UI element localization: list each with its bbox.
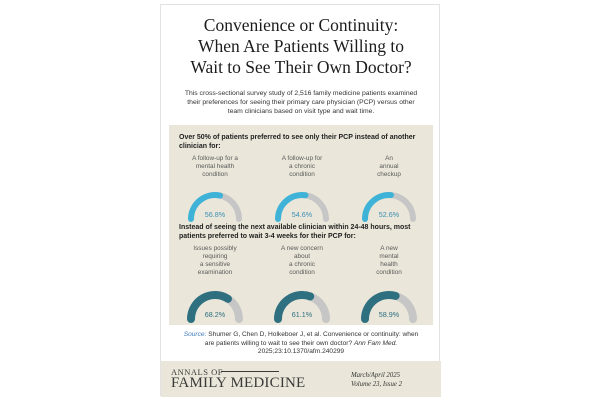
title-line: Convenience or Continuity: [203,15,399,35]
results-panel: Over 50% of patients preferred to see on… [169,125,433,325]
gauge-value-label: 52.6% [379,210,400,219]
journal-logo-bottom: FAMILY MEDICINE [171,375,306,391]
gauge-category-line: mental health [195,163,235,170]
title-line: When Are Patients Willing to [197,36,405,56]
gauge-category-label: An annual checkup [347,155,431,179]
page-title: Convenience or Continuity: When Are Pati… [161,15,441,78]
intro-line: This cross-sectional survey study of 2,5… [184,90,418,97]
source-text: Shumer G, Chen D, Holkeboer J, et al. Co… [208,331,419,338]
infographic-card: Convenience or Continuity: When Are Pati… [160,4,441,397]
gauge-fill [188,192,224,222]
gauge-value-label: 68.2% [205,310,226,319]
gauge-track [306,292,330,323]
gauge-category-line: Issues possibly [193,245,237,252]
section-heading-line: clinician for: [179,143,221,150]
section-heading-pcp-only: Over 50% of patients preferred to see on… [179,133,429,151]
gauge-category-label: A follow-up for a chronic condition [260,155,344,179]
gauge-fill [187,291,232,323]
gauge-category-line: condition [289,171,315,178]
journal-logo-top: ANNALS OF [171,367,223,377]
gauge-category-line: A new [380,245,398,252]
gauge-category-label: A follow-up for a mental health condition [173,155,257,179]
gauge-category-line: A follow-up for a [192,155,238,162]
gauge-category-line: A follow-up for [281,155,323,162]
gauge: 68.2% [187,291,243,323]
gauge-category-line: a sensitive [199,261,231,268]
gauge-category-label: A new concern about a chronic condition [260,245,344,277]
gauge-category-line: condition [289,269,315,276]
gauge-fill [275,192,309,222]
gauge: 61.1% [274,291,330,323]
intro-text: This cross-sectional survey study of 2,5… [183,89,419,116]
gauge-track [302,192,329,222]
gauge-fill [274,291,315,323]
gauge-category-line: health [380,261,398,268]
title-line: Wait to See Their Own Doctor? [190,57,412,77]
issue-info: March/April 2025 Volume 23, Issue 2 [351,371,433,389]
gauge-category-line: a chronic [289,163,315,170]
gauge-category-label: Issues possibly requiring a sensitive exami… [173,245,257,277]
source-text: are patients willing to wait to see thei… [204,339,353,347]
gauge-category-line: A new concern [281,245,323,252]
source-citation: Source: Shumer G, Chen D, Holkeboer J, e… [171,331,431,357]
gauge-category-line: mental [379,253,399,260]
gauge: 58.9% [361,291,417,323]
gauge-fill [362,192,394,222]
gauge: 56.8% [188,192,242,222]
gauge-category-line: examination [197,269,233,276]
section-heading-line: Instead of seeing the next available cli… [179,224,411,231]
source-journal: Ann Fam Med. [353,339,398,347]
footer: ANNALS OF FAMILY MEDICINE March/April 20… [161,361,441,397]
source-label: Source: [183,331,207,338]
logo-rule [221,371,279,372]
gauge-category-line: a chronic [289,261,315,268]
intro-line: team clinicians based on visit type and … [227,108,375,115]
section-heading-line: Over 50% of patients preferred to see on… [179,134,416,141]
gauge-category-line: An [385,155,393,162]
gauge: 54.6% [275,192,329,222]
gauge-fill [361,291,400,323]
gauge: 52.6% [362,192,416,222]
gauge-value-label: 61.1% [292,310,313,319]
gauge-category-line: about [294,253,310,260]
gauge-category-label: A new mental health condition [347,245,431,277]
gauge-value-label: 56.8% [205,210,226,219]
gauge-value-label: 54.6% [292,210,313,219]
section-heading-line: patients preferred to wait 3-4 weeks for… [179,233,356,240]
gauge-category-line: condition [202,171,228,178]
issue-date: March/April 2025 [351,372,401,379]
section-heading-wait: Instead of seeing the next available cli… [179,223,429,241]
issue-volume: Volume 23, Issue 2 [351,381,402,388]
gauge-category-line: requiring [202,253,228,260]
source-doi: 2025;23:10.1370/afm.240299 [257,348,345,355]
gauge-category-line: checkup [377,171,401,178]
intro-line: their preferences for seeing their prima… [187,99,415,106]
gauge-track [387,192,416,222]
gauge-category-line: condition [376,269,402,276]
gauge-value-label: 58.9% [379,310,400,319]
gauge-category-line: annual [379,163,399,170]
